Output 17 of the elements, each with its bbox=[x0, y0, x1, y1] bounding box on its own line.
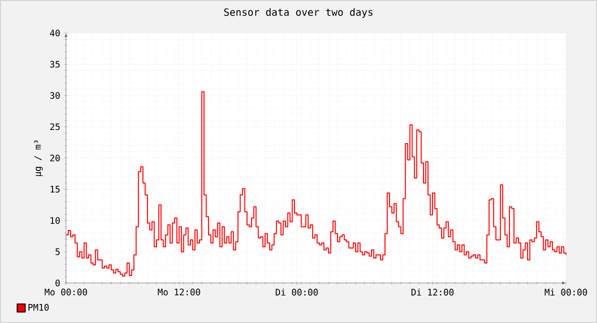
y-tick-label: 15 bbox=[50, 186, 60, 193]
x-tick-label: Mo 12:00 bbox=[158, 288, 200, 296]
y-tick-label: 5 bbox=[56, 248, 60, 256]
x-tick-label: Mi 00:00 bbox=[544, 288, 588, 296]
x-tick-label: Di 12:00 bbox=[412, 288, 454, 296]
y-tick-label: 10 bbox=[50, 217, 60, 224]
y-tick-label: 30 bbox=[50, 92, 60, 99]
y-axis-title: µg / m³ bbox=[34, 140, 43, 176]
y-tick-label: 25 bbox=[50, 123, 60, 130]
y-tick-label: 0 bbox=[56, 280, 60, 286]
y-tick-label: 40 bbox=[50, 30, 60, 36]
y-tick-label: 35 bbox=[50, 60, 60, 68]
legend-label: PM10 bbox=[28, 304, 49, 311]
x-tick-label: Di 00:00 bbox=[276, 288, 318, 296]
x-tick-label: Mo 00:00 bbox=[44, 288, 88, 296]
chart-title: Sensor data over two days bbox=[224, 8, 372, 18]
y-tick-label: 20 bbox=[50, 154, 60, 162]
